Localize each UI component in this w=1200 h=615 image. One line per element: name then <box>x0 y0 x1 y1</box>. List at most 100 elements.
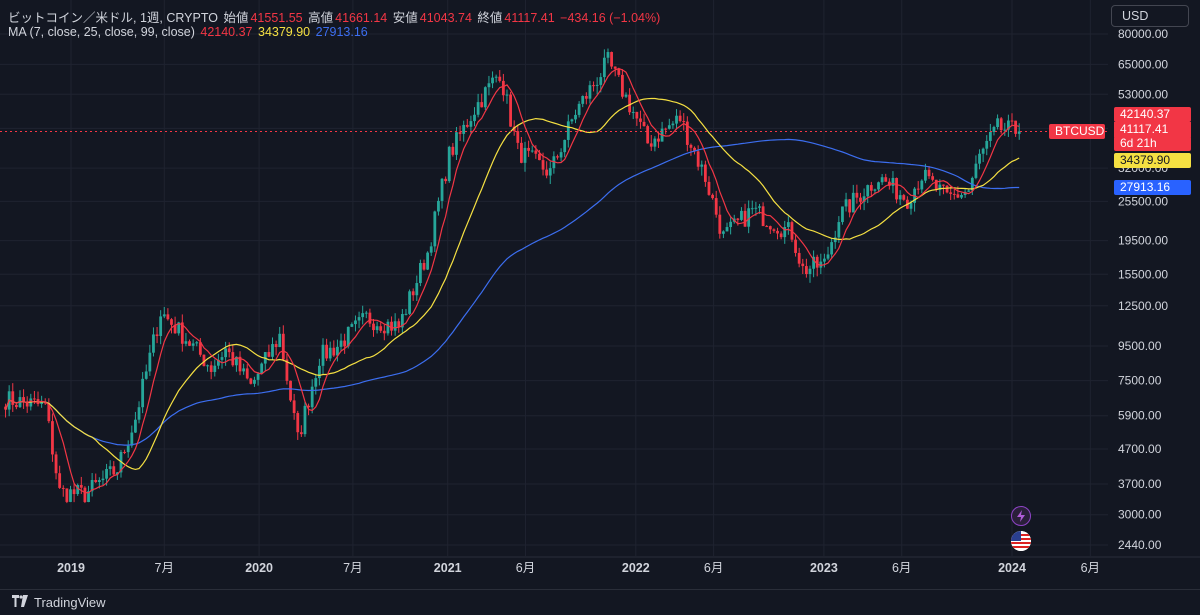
candle-body <box>332 347 336 356</box>
candle-body <box>978 153 981 164</box>
price-tick-label: 9500.00 <box>1118 339 1162 353</box>
close-value: 41117.41 <box>504 11 555 25</box>
candle-body <box>758 206 761 208</box>
tradingview-logo-icon[interactable] <box>12 595 28 610</box>
symbol-title[interactable]: ビットコイン／米ドル, 1週, CRYPTO <box>8 11 218 25</box>
time-axis[interactable]: 2019 7月 2020 7月 2021 6月 2022 6月 2023 6月 2024 6月 <box>57 561 1100 575</box>
candle-body <box>523 147 527 163</box>
candle-body <box>610 52 613 67</box>
candle-body <box>310 386 314 408</box>
candle-body <box>722 231 725 234</box>
time-tick-label: 6月 <box>516 561 535 575</box>
candle-body <box>920 180 924 190</box>
candle-body <box>566 121 570 140</box>
candle-body <box>804 266 808 275</box>
grid-lines <box>0 0 1200 558</box>
candle-body <box>126 445 130 453</box>
candle-body <box>747 208 751 227</box>
candle-body <box>855 192 859 198</box>
candle-body <box>487 83 491 88</box>
candle-body <box>534 150 538 154</box>
candle-body <box>956 194 960 198</box>
candle-body <box>123 451 126 453</box>
candle-body <box>887 181 891 186</box>
ma99-price-tag: 27913.16 <box>1114 180 1191 195</box>
candle-body <box>696 151 700 167</box>
candle-body <box>299 432 303 435</box>
candle-body <box>415 283 419 296</box>
candle-body <box>444 178 448 182</box>
candle-body <box>65 488 69 502</box>
candle-body <box>130 432 134 446</box>
candle-body <box>408 291 411 314</box>
currency-button[interactable]: USD <box>1111 5 1189 27</box>
candle-body <box>137 407 141 420</box>
candle-body <box>260 363 264 374</box>
candle-body <box>718 214 722 234</box>
candle-body <box>996 118 999 128</box>
candle-body <box>418 263 422 284</box>
candle-body <box>848 199 852 213</box>
candle-body <box>682 121 686 123</box>
close-label: 終値 <box>477 11 503 25</box>
candle-body <box>1010 120 1014 122</box>
candle-body <box>649 143 653 147</box>
candle-body <box>942 184 945 186</box>
candle-body <box>400 314 404 328</box>
low-value: 41043.74 <box>419 11 472 25</box>
lightning-icon[interactable] <box>1011 506 1031 526</box>
price-tick-label: 53000.00 <box>1118 87 1168 101</box>
candle-body <box>483 87 487 108</box>
candle-body <box>671 123 675 126</box>
candle-body <box>411 291 415 296</box>
candle-body <box>253 379 256 384</box>
candle-body <box>909 202 913 209</box>
candle-body <box>992 127 996 132</box>
candle-body <box>134 419 137 433</box>
candle-body <box>364 312 368 314</box>
candle-body <box>173 324 177 334</box>
candle-body <box>336 346 339 356</box>
ma-legend-label[interactable]: MA (7, close, 25, close, 99, close) <box>8 25 195 39</box>
candle-body <box>761 206 765 227</box>
candle-body <box>667 125 671 129</box>
time-tick-label: 2021 <box>434 561 462 575</box>
candle-body <box>794 239 797 253</box>
countdown-tag: 6d 21h <box>1114 136 1191 151</box>
us-flag-icon[interactable] <box>1011 531 1031 551</box>
price-tick-label: 7500.00 <box>1118 374 1162 388</box>
candle-body <box>404 313 408 315</box>
price-tick-label: 12500.00 <box>1118 299 1168 313</box>
candle-body <box>768 226 772 230</box>
candle-body <box>693 147 696 152</box>
chart-area[interactable]: 80000.0065000.0053000.0042000.0032000.00… <box>0 0 1200 589</box>
candle-body <box>191 343 195 346</box>
candle-body <box>581 96 585 104</box>
ma25-price-tag: 34379.90 <box>1114 153 1191 168</box>
time-tick-label: 2023 <box>810 561 838 575</box>
candle-body <box>538 153 541 161</box>
candle-body <box>61 487 65 489</box>
candle-body <box>285 359 289 381</box>
candle-body <box>736 218 740 220</box>
candle-body <box>797 252 801 264</box>
candle-body <box>271 344 274 357</box>
brand-name[interactable]: TradingView <box>34 595 106 610</box>
candle-body <box>115 472 119 475</box>
candle-body <box>740 210 743 220</box>
candle-body <box>924 169 927 181</box>
candle-body <box>469 121 473 127</box>
candle-body <box>592 85 595 87</box>
price-axis[interactable]: 80000.0065000.0053000.0042000.0032000.00… <box>1118 27 1168 552</box>
candle-body <box>927 169 931 177</box>
candle-body <box>700 164 704 167</box>
candle-body <box>393 321 397 331</box>
candle-body <box>90 479 94 492</box>
candle-body <box>837 222 841 238</box>
candle-body <box>880 177 884 183</box>
candle-body <box>588 85 592 99</box>
candle-body <box>354 320 357 325</box>
candle-body <box>386 321 390 334</box>
candle-body <box>209 365 213 372</box>
candle-body <box>512 126 516 132</box>
